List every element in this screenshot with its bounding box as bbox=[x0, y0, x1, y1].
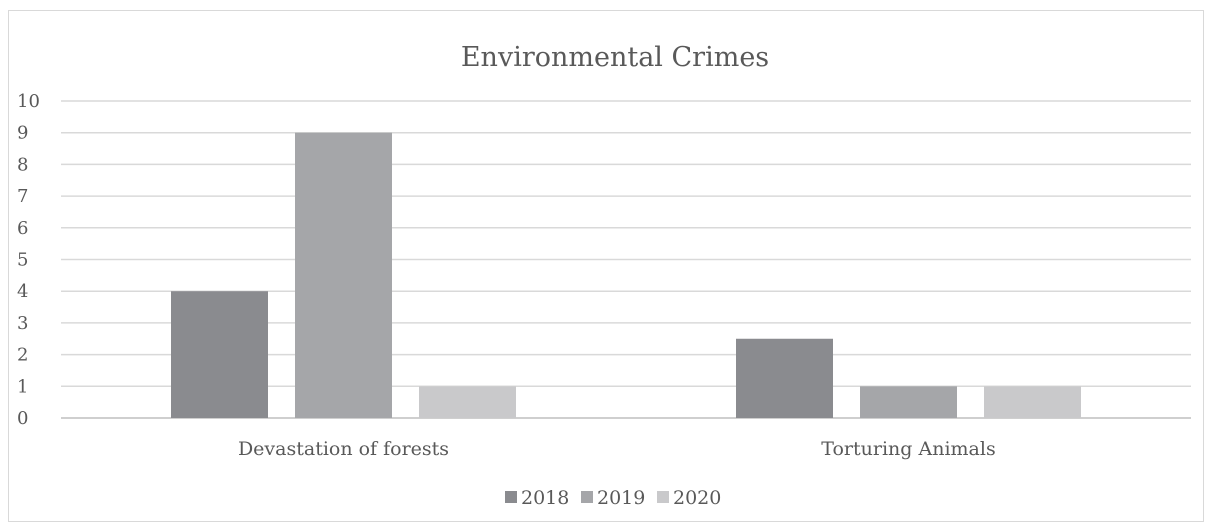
y-tick-label-6: 6 bbox=[17, 218, 28, 239]
category-label-1: Torturing Animals bbox=[821, 438, 995, 460]
legend-swatch-2018 bbox=[505, 491, 517, 503]
bar-2018-1 bbox=[736, 338, 833, 418]
y-tick-label-8: 8 bbox=[17, 154, 28, 175]
y-tick-label-9: 9 bbox=[17, 123, 28, 144]
y-tick-label-10: 10 bbox=[17, 91, 40, 112]
bar-2020-0 bbox=[419, 386, 516, 418]
legend-label-2020: 2020 bbox=[673, 487, 721, 509]
category-label-0: Devastation of forests bbox=[238, 438, 449, 460]
bar-2018-0 bbox=[171, 291, 268, 418]
bar-chart: Environmental Crimes 0 1 2 3 4 5 6 7 8 9 10 Devast… bbox=[17, 42, 1191, 509]
legend-swatch-2019 bbox=[581, 491, 593, 503]
y-tick-label-2: 2 bbox=[17, 345, 28, 366]
bar-2019-0 bbox=[295, 132, 392, 418]
bar-2020-1 bbox=[984, 386, 1081, 418]
chart-frame: Environmental Crimes 0 1 2 3 4 5 6 7 8 9 10 Devast… bbox=[8, 10, 1204, 522]
y-tick-label-5: 5 bbox=[17, 250, 28, 271]
legend: 2018 2019 2020 bbox=[505, 487, 721, 509]
bar-2019-1 bbox=[860, 386, 957, 418]
y-tick-label-4: 4 bbox=[17, 281, 28, 302]
y-tick-label-3: 3 bbox=[17, 313, 28, 334]
y-axis-ticks: 0 1 2 3 4 5 6 7 8 9 10 bbox=[17, 91, 40, 429]
y-tick-label-0: 0 bbox=[17, 408, 28, 429]
legend-label-2019: 2019 bbox=[597, 487, 645, 509]
chart-title: Environmental Crimes bbox=[461, 42, 769, 73]
legend-label-2018: 2018 bbox=[521, 487, 569, 509]
x-axis-categories: Devastation of forests Torturing Animals bbox=[238, 438, 996, 460]
y-tick-label-7: 7 bbox=[17, 186, 28, 207]
bars bbox=[171, 132, 1081, 418]
y-tick-label-1: 1 bbox=[17, 376, 28, 397]
legend-swatch-2020 bbox=[657, 491, 669, 503]
